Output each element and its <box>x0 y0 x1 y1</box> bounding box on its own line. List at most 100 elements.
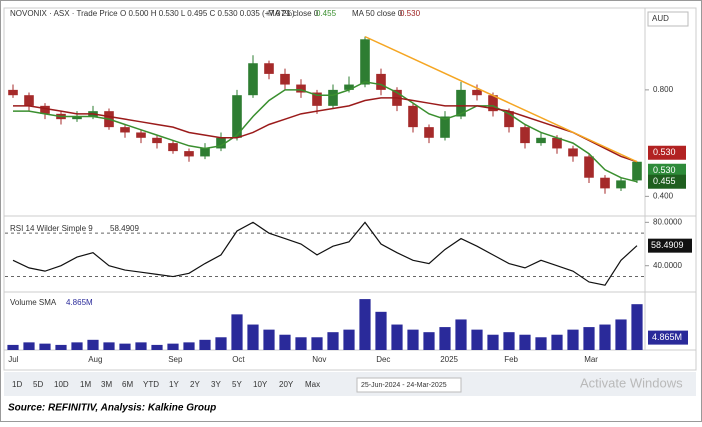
x-tick-label: Sep <box>168 355 183 364</box>
moving-average <box>13 81 638 183</box>
volume-bar <box>343 329 355 350</box>
price-tag <box>648 163 686 178</box>
x-tick-label: Feb <box>504 355 518 364</box>
candle-body <box>200 148 210 157</box>
range-button[interactable]: YTD <box>143 380 159 389</box>
header-symbol: NOVONIX · ASX · Trade Price <box>10 9 118 18</box>
candle-body <box>312 92 322 106</box>
moving-average <box>13 97 638 163</box>
candle-body <box>344 84 354 90</box>
volume-bar <box>375 311 387 350</box>
currency[interactable]: AUD <box>652 14 669 23</box>
chart-frame <box>3 7 697 371</box>
candle-body <box>472 89 482 96</box>
range-button[interactable]: 10D <box>54 380 69 389</box>
range-button[interactable]: 6M <box>122 380 133 389</box>
volume-bar <box>359 299 371 350</box>
volume-bar <box>599 324 611 350</box>
volume-bar <box>119 343 131 350</box>
candle-body <box>216 137 226 149</box>
toolbar <box>4 372 696 396</box>
x-tick-label: Aug <box>88 355 102 364</box>
rsi-tag <box>648 238 692 253</box>
currency-select[interactable] <box>647 11 689 27</box>
candle-body <box>520 127 530 144</box>
range-button[interactable]: 10Y <box>253 380 268 389</box>
header-ohlc: O 0.500 H 0.530 L 0.495 C 0.530 0.035 (+… <box>120 9 295 18</box>
volume-bar <box>7 344 19 350</box>
candle-body <box>264 63 274 74</box>
legend-value: 0.455 <box>316 9 337 18</box>
range-button[interactable]: 5D <box>33 380 43 389</box>
rsi-tick-label: 40.0000 <box>653 261 682 270</box>
range-button[interactable]: 20Y <box>279 380 294 389</box>
candle-body <box>296 84 306 93</box>
x-tick-label: Oct <box>232 355 245 364</box>
candle-body <box>120 127 130 133</box>
candle-body <box>616 180 626 189</box>
candle-body <box>72 116 82 120</box>
volume-bar <box>407 329 419 350</box>
volume-bar <box>247 324 259 350</box>
volume-bar <box>151 344 163 350</box>
candle-body <box>136 132 146 138</box>
range-button[interactable]: 1Y <box>169 380 179 389</box>
rsi-line <box>12 221 638 286</box>
rsi-name: RSI 14 Wilder Simple 9 <box>10 224 93 233</box>
rsi-tick-label: 80.0000 <box>653 217 682 226</box>
volume-bar <box>263 329 275 350</box>
legend-name: MA 21 close 0 <box>268 9 319 18</box>
price-tag <box>648 145 686 160</box>
rsi-value: 58.4909 <box>110 224 139 233</box>
candle-body <box>536 137 546 144</box>
volume-bar <box>439 327 451 350</box>
volume-bar <box>23 342 35 350</box>
range-button[interactable]: Max <box>305 380 320 389</box>
x-tick-label: Jul <box>8 355 18 364</box>
source: Source: REFINITIV, Analysis: Kalkine Gro… <box>8 403 216 414</box>
range-button[interactable]: 1D <box>12 380 22 389</box>
x-tick-label: Mar <box>584 355 598 364</box>
candle-body <box>504 111 514 128</box>
candle-body <box>24 95 34 106</box>
candle-body <box>408 105 418 128</box>
x-tick-label: 2025 <box>440 355 458 364</box>
y-tick-label: 0.400 <box>653 191 674 200</box>
date-range[interactable]: 25-Jun-2024 - 24-Mar-2025 <box>361 382 447 389</box>
candle-body <box>456 89 466 117</box>
volume-bar <box>183 342 195 350</box>
volume-bar <box>471 329 483 350</box>
x-tick-label: Dec <box>376 355 390 364</box>
volume-bar <box>295 337 307 350</box>
candle-body <box>232 95 242 138</box>
volume-bar <box>55 344 67 350</box>
range-button[interactable]: 5Y <box>232 380 242 389</box>
candle-body <box>424 127 434 138</box>
candle-body <box>168 143 178 152</box>
candle-body <box>328 89 338 106</box>
rsi-tag-label: 58.4909 <box>651 240 684 250</box>
volume-bar <box>135 342 147 350</box>
date-range-box[interactable] <box>356 377 462 393</box>
volume-bar <box>487 334 499 350</box>
price-tag-label: 0.530 <box>653 147 676 157</box>
candle-body <box>280 73 290 85</box>
legend-name: MA 50 close 0 <box>352 9 403 18</box>
range-button[interactable]: 2Y <box>190 380 200 389</box>
volume-tag-label: 4.865M <box>652 332 682 342</box>
volume-value: 4.865M <box>66 298 93 307</box>
candle-body <box>184 151 194 157</box>
volume-bar <box>391 324 403 350</box>
volume-bar <box>39 343 51 350</box>
range-button[interactable]: 3M <box>101 380 112 389</box>
candle-body <box>360 39 370 85</box>
volume-bar <box>567 329 579 350</box>
range-button[interactable]: 1M <box>80 380 91 389</box>
volume-bar <box>503 332 515 350</box>
volume-bar <box>535 337 547 350</box>
volume-bar <box>199 339 211 350</box>
legend-value: 0.530 <box>400 9 421 18</box>
range-button[interactable]: 3Y <box>211 380 221 389</box>
